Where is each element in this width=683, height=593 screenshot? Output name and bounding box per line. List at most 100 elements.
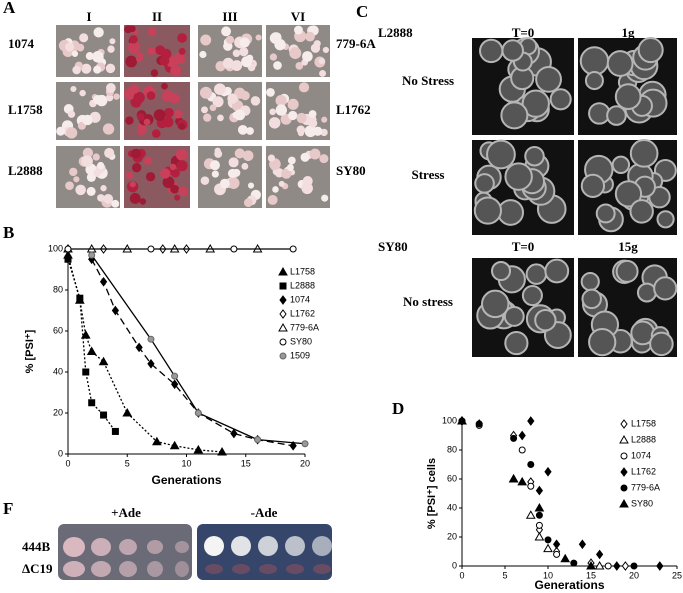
legend-label: 779-6A	[290, 322, 319, 332]
y-tick-label: 80	[53, 284, 63, 294]
colony	[275, 95, 287, 107]
legend-label: SY80	[290, 336, 312, 346]
colony	[228, 157, 239, 168]
legend-marker	[619, 498, 629, 508]
colony	[169, 93, 180, 104]
colony	[286, 163, 294, 171]
colony	[169, 163, 177, 171]
marker	[527, 482, 535, 490]
marker	[88, 399, 96, 407]
colony	[289, 47, 302, 60]
colony	[275, 104, 287, 116]
colony	[296, 112, 307, 124]
colony	[268, 117, 281, 129]
colony	[82, 147, 94, 158]
column-label: II	[152, 9, 162, 24]
colony	[163, 107, 174, 118]
colony	[322, 46, 330, 54]
marker	[552, 539, 561, 550]
colony	[166, 55, 178, 68]
legend-marker	[279, 352, 287, 360]
legend-label: L1762	[290, 308, 315, 318]
colony	[131, 148, 141, 159]
marker	[64, 245, 72, 253]
column-label: III	[222, 9, 237, 24]
colony	[143, 118, 151, 126]
colony	[93, 65, 102, 74]
panel-label: C	[356, 2, 368, 21]
y-tick-label: 100	[48, 243, 63, 253]
colony	[246, 54, 254, 62]
legend-label: L1762	[631, 466, 656, 476]
series-line	[67, 259, 116, 432]
cell	[579, 46, 610, 76]
cell	[595, 203, 616, 224]
legend-marker	[620, 467, 628, 477]
strain-label: L2888	[8, 163, 43, 178]
spot	[258, 536, 278, 556]
time-label: 1g	[622, 25, 636, 40]
strain-label: L1758	[8, 102, 43, 117]
marker	[86, 346, 97, 355]
colony	[269, 108, 276, 116]
spot	[147, 540, 163, 554]
colony	[93, 27, 104, 38]
colony	[319, 154, 329, 164]
x-tick-label: 0	[459, 570, 464, 580]
series-line	[91, 254, 306, 445]
cell	[521, 285, 543, 307]
colony	[79, 33, 89, 43]
colony	[199, 50, 207, 59]
condition-label: No stress	[403, 294, 453, 309]
cell	[521, 89, 550, 118]
colony	[147, 27, 157, 37]
marker	[535, 521, 543, 529]
colony	[103, 193, 114, 204]
colony	[174, 194, 181, 201]
colony	[65, 181, 74, 191]
y-tick-label: 0	[58, 448, 63, 458]
cell	[503, 305, 525, 327]
colony	[214, 83, 226, 96]
cell	[486, 139, 516, 170]
colony	[242, 150, 254, 162]
marker	[169, 440, 180, 450]
y-axis-label: % [PSI⁺]	[24, 329, 36, 373]
colony	[237, 124, 248, 135]
legend-label: 1074	[631, 450, 651, 460]
cell	[474, 173, 495, 194]
cell	[649, 331, 674, 357]
legend-marker	[279, 338, 287, 346]
y-tick-label: 20	[53, 407, 63, 417]
legend-marker	[620, 419, 628, 429]
marker	[544, 466, 552, 477]
cell	[549, 88, 572, 111]
colony	[97, 194, 105, 202]
colony	[247, 182, 255, 189]
colony	[162, 116, 174, 128]
marker	[518, 430, 526, 441]
colony	[147, 46, 156, 55]
colony	[239, 37, 250, 48]
cell	[588, 327, 617, 357]
marker	[656, 561, 664, 571]
marker	[508, 473, 519, 483]
marker	[88, 251, 96, 259]
colony	[81, 63, 92, 74]
y-tick-label: 60	[447, 473, 457, 483]
marker	[527, 416, 535, 426]
marker	[595, 549, 604, 560]
colony	[79, 89, 86, 97]
colony	[136, 52, 144, 60]
colony	[200, 34, 212, 46]
colony	[212, 96, 224, 108]
colony	[69, 167, 78, 177]
colony	[305, 31, 315, 42]
cell	[615, 259, 639, 283]
colony	[298, 82, 310, 93]
condition-label: +Ade	[111, 505, 141, 520]
marker	[289, 440, 297, 451]
colony	[76, 43, 85, 52]
colony	[129, 193, 141, 204]
strain-label: SY80	[336, 163, 366, 178]
